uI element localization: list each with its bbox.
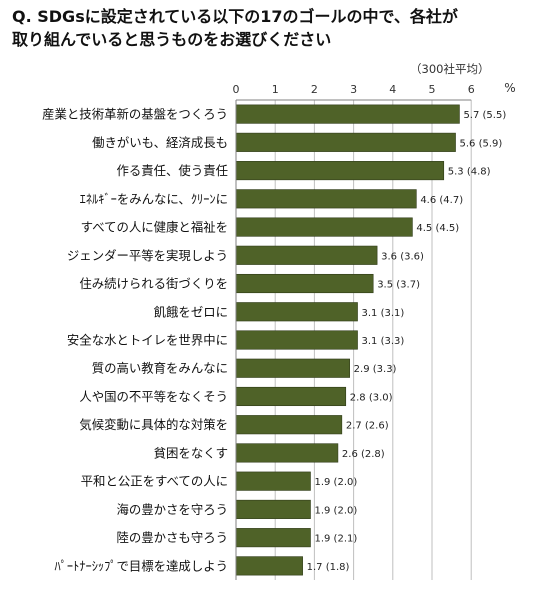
data-label: 4.5 (4.5) — [416, 223, 459, 234]
bar — [235, 104, 460, 124]
category-label: 貧困をなくす — [154, 445, 228, 460]
data-label: 5.6 (5.9) — [460, 138, 503, 149]
data-label: 2.7 (2.6) — [346, 421, 389, 432]
data-label: 1.7 (1.8) — [307, 562, 350, 573]
bar — [235, 471, 311, 491]
bar — [235, 556, 303, 576]
data-label: 4.6 (4.7) — [420, 195, 463, 206]
bar — [235, 330, 358, 350]
x-tick-label: 1 — [272, 83, 279, 96]
category-label: 働きがいも、経済成長も — [92, 135, 228, 150]
category-label: 作る責任、使う責任 — [116, 163, 228, 178]
x-tick-label: 6 — [468, 83, 475, 96]
bar — [235, 189, 417, 209]
bar — [235, 161, 445, 181]
bar — [235, 273, 374, 294]
data-label: 3.6 (3.6) — [381, 251, 424, 262]
category-label: 質の高い教育をみんなに — [92, 361, 228, 376]
category-label: 産業と技術革新の基盤をつくろう — [42, 107, 228, 122]
bar — [235, 499, 311, 519]
category-label: 平和と公正をすべての人に — [81, 474, 228, 489]
category-label: ジェンダー平等を実現しよう — [67, 248, 228, 263]
data-label: 3.1 (3.1) — [362, 308, 405, 319]
x-tick-label: 3 — [350, 83, 357, 96]
bar — [235, 528, 311, 548]
data-label: 2.8 (3.0) — [350, 392, 393, 403]
bar — [235, 302, 358, 322]
category-label: 飢餓をゼロに — [154, 304, 228, 319]
question-line-2: 取り組んでいると思うものをお選びください — [12, 30, 332, 49]
data-label: 3.1 (3.3) — [362, 336, 405, 347]
bar — [235, 132, 456, 152]
x-tick-label: 2 — [311, 83, 318, 96]
data-label: 3.5 (3.7) — [377, 280, 420, 291]
bar — [235, 443, 339, 463]
x-unit-label: % — [504, 81, 515, 95]
x-tick-label: 5 — [429, 83, 436, 96]
data-label: 5.3 (4.8) — [448, 167, 491, 178]
bar — [235, 245, 378, 265]
category-label: ﾊﾟｰﾄﾅｰｼｯﾌﾟで目標を達成しよう — [55, 558, 228, 573]
bar — [235, 415, 343, 435]
bar — [235, 217, 413, 237]
x-tick-label: 4 — [389, 83, 396, 96]
category-label: 陸の豊かさも守ろう — [116, 530, 228, 545]
category-label: 海の豊かさを守ろう — [116, 502, 228, 517]
category-label: 気候変動に具体的な対策を — [79, 417, 228, 432]
question-line-1: Q. SDGsに設定されている以下の17のゴールの中で、各社が — [12, 7, 458, 26]
data-label: 2.9 (3.3) — [354, 364, 397, 375]
data-label: 1.9 (2.1) — [314, 534, 357, 545]
sample-note: （300社平均） — [410, 62, 490, 76]
data-label: 1.9 (2.0) — [314, 505, 357, 516]
category-label: 住み続けられる街づくりを — [79, 276, 228, 291]
category-label: 人や国の不平等をなくそう — [79, 389, 228, 404]
question-text: Q. SDGsに設定されている以下の17のゴールの中で、各社が 取り組んでいると… — [12, 5, 527, 51]
category-label: 安全な水とトイレを世界中に — [67, 333, 228, 348]
bar — [235, 358, 350, 378]
category-label: すべての人に健康と福祉を — [81, 220, 228, 235]
data-label: 1.9 (2.0) — [314, 477, 357, 488]
data-label: 5.7 (5.5) — [463, 110, 506, 121]
bar — [235, 386, 347, 407]
data-label: 2.6 (2.8) — [342, 449, 385, 460]
x-tick-label: 0 — [233, 83, 240, 96]
category-label: ｴﾈﾙｷﾞｰをみんなに、ｸﾘｰﾝに — [80, 191, 228, 206]
